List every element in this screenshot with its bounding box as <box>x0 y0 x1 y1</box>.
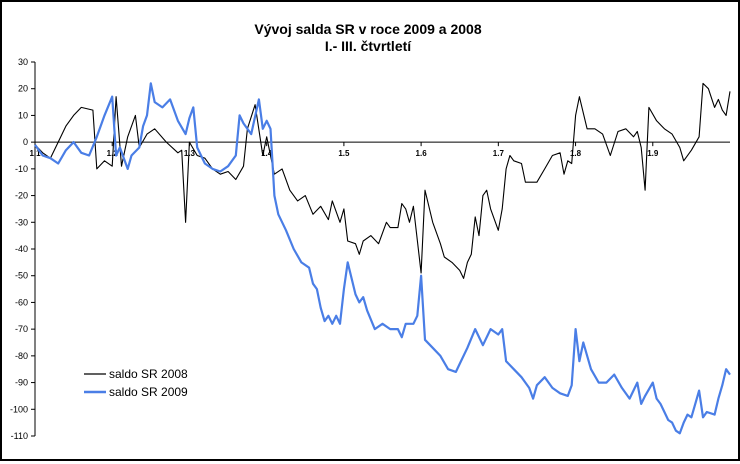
y-tick-label: -60 <box>15 297 28 307</box>
series-lines <box>34 82 731 435</box>
x-tick-label: 1.9 <box>647 149 659 158</box>
y-tick-label: -10 <box>15 164 28 174</box>
y-tick-label: 30 <box>18 57 28 67</box>
x-tick-label: 1.5 <box>338 149 350 158</box>
y-tick-label: -70 <box>15 324 28 334</box>
chart-subtitle: I.- III. čtvrtletí <box>325 38 412 54</box>
y-tick-label: 10 <box>18 110 28 120</box>
y-tick-label: 0 <box>23 137 28 147</box>
series-line-1 <box>34 82 731 279</box>
y-tick-label: -30 <box>15 217 28 227</box>
chart-title: Vývoj salda SR v roce 2009 a 2008 <box>254 21 481 37</box>
y-ticks: 30 20 10 0 -10 -20 -30 -40 -50 -60 -70 -80 -90 -100 -1… <box>10 57 35 441</box>
line-chart: Vývoj salda SR v roce 2009 a 2008 I.- II… <box>10 21 731 441</box>
y-tick-label: -20 <box>15 191 28 201</box>
x-tick-label: 1.7 <box>493 149 505 158</box>
x-tick-label: 1.4 <box>261 149 273 158</box>
y-tick-label: -100 <box>10 404 28 414</box>
x-tick-label: 1.3 <box>184 149 196 158</box>
y-tick-label: -110 <box>11 431 28 441</box>
x-tick-label: 1.6 <box>416 149 428 158</box>
legend-label: saldo SR 2008 <box>109 367 188 381</box>
legend-label: saldo SR 2009 <box>109 385 188 399</box>
y-tick-label: -40 <box>15 244 28 254</box>
series-line-2 <box>34 82 731 435</box>
x-tick-label: 1.1 <box>29 149 41 158</box>
y-tick-label: -90 <box>15 378 28 388</box>
x-tick-label: 1.8 <box>570 149 582 158</box>
legend: saldo SR 2008 saldo SR 2009 <box>84 367 188 399</box>
y-tick-label: -50 <box>15 271 28 281</box>
y-tick-label: -80 <box>15 351 28 361</box>
y-tick-label: 20 <box>18 84 28 94</box>
